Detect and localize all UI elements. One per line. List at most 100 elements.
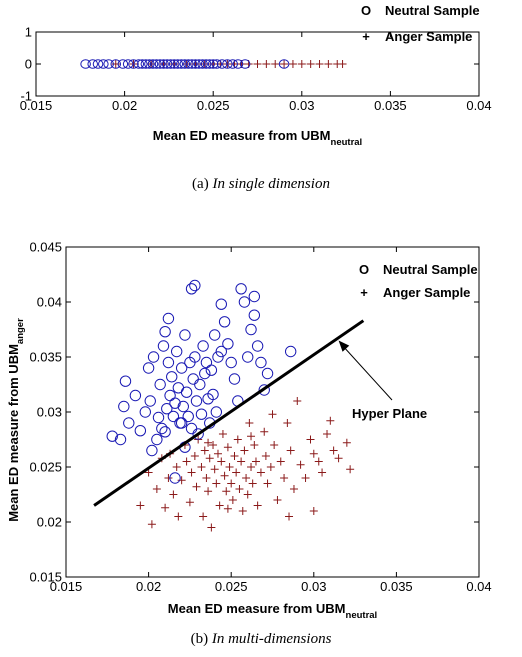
neutral-point bbox=[144, 395, 156, 407]
legend-marker-anger-b: + bbox=[360, 285, 368, 300]
neutral-point bbox=[128, 59, 139, 69]
anger-point bbox=[260, 427, 269, 436]
neutral-point bbox=[212, 351, 224, 363]
neutral-point bbox=[278, 59, 290, 69]
anger-point bbox=[161, 503, 170, 512]
y-tick-label-b: 0.04 bbox=[37, 295, 62, 310]
neutral-point bbox=[204, 59, 215, 69]
neutral-point bbox=[200, 356, 213, 369]
neutral-point bbox=[129, 389, 142, 402]
anger-point bbox=[212, 479, 221, 488]
anger-point bbox=[301, 474, 310, 482]
anger-point bbox=[253, 501, 262, 510]
neutral-point bbox=[211, 59, 223, 69]
neutral-point bbox=[183, 59, 194, 69]
y-tick-label-b: 0.015 bbox=[29, 570, 62, 585]
neutral-point bbox=[152, 411, 165, 424]
anger-point bbox=[283, 419, 292, 427]
anger-point bbox=[199, 512, 208, 521]
neutral-point bbox=[159, 326, 171, 338]
neutral-point bbox=[248, 290, 261, 303]
y-axis-label-b: Mean ED measure from UBManger bbox=[6, 318, 26, 522]
anger-point bbox=[177, 476, 186, 485]
hyperplane-annotation: Hyper Plane bbox=[352, 406, 427, 421]
anger-point bbox=[164, 474, 173, 482]
anger-point bbox=[197, 463, 206, 471]
neutral-point bbox=[186, 59, 198, 69]
neutral-point bbox=[133, 59, 145, 69]
anger-point bbox=[326, 416, 335, 425]
neutral-point bbox=[164, 389, 176, 402]
anger-point bbox=[268, 410, 277, 419]
y-tick-label-b: 0.035 bbox=[29, 350, 62, 365]
neutral-point bbox=[258, 384, 270, 396]
anger-point bbox=[306, 435, 315, 444]
neutral-point bbox=[284, 345, 297, 358]
neutral-point bbox=[147, 351, 160, 363]
anger-point bbox=[225, 463, 234, 471]
neutral-point bbox=[117, 59, 129, 69]
anger-point bbox=[262, 60, 271, 68]
legend-label-anger-b: Anger Sample bbox=[383, 285, 470, 300]
neutral-point bbox=[200, 59, 212, 69]
anger-point bbox=[215, 501, 224, 510]
anger-point bbox=[237, 457, 246, 466]
anger-point bbox=[235, 485, 244, 493]
anger-point bbox=[223, 443, 232, 452]
anger-point bbox=[270, 441, 279, 449]
anger-point bbox=[182, 457, 191, 466]
neutral-point bbox=[218, 316, 231, 328]
neutral-point bbox=[134, 425, 147, 437]
anger-point bbox=[293, 397, 302, 405]
neutral-point bbox=[227, 59, 238, 69]
anger-point bbox=[207, 523, 216, 532]
neutral-point bbox=[123, 417, 135, 429]
neutral-point bbox=[251, 340, 264, 352]
x-tick-label-b: 0.04 bbox=[466, 579, 491, 594]
anger-point bbox=[169, 490, 178, 499]
legend-label-neutral-a: Neutral Sample bbox=[385, 3, 480, 18]
anger-point bbox=[192, 482, 201, 491]
anger-point bbox=[250, 441, 259, 449]
anger-point bbox=[338, 60, 347, 68]
neutral-point bbox=[151, 59, 162, 69]
neutral-point bbox=[159, 426, 171, 438]
anger-point bbox=[342, 438, 351, 447]
x-tick-label-b: 0.025 bbox=[215, 579, 248, 594]
anger-point bbox=[261, 452, 270, 460]
neutral-point bbox=[119, 375, 132, 387]
anger-point bbox=[285, 512, 294, 521]
anger-point bbox=[318, 468, 327, 477]
legend-b: O Neutral Sample + Anger Sample bbox=[359, 262, 478, 300]
anger-point bbox=[251, 457, 260, 466]
neutral-point bbox=[168, 59, 180, 69]
anger-point bbox=[324, 60, 333, 68]
anger-point bbox=[204, 438, 213, 447]
neutral-point bbox=[194, 378, 206, 391]
anger-point bbox=[217, 457, 226, 466]
x-axis-label-b: Mean ED measure from UBMneutral bbox=[168, 601, 377, 621]
neutral-point bbox=[167, 410, 180, 423]
anger-point bbox=[253, 60, 262, 68]
legend-marker-anger-a: + bbox=[362, 29, 370, 44]
anger-point bbox=[263, 479, 272, 488]
anger-point bbox=[288, 60, 297, 68]
anger-point bbox=[280, 60, 289, 68]
neutral-point bbox=[208, 329, 221, 341]
neutral-point bbox=[189, 351, 201, 363]
y-tick-label-b: 0.02 bbox=[37, 515, 62, 530]
anger-point bbox=[238, 507, 247, 515]
x-tick-label-b: 0.015 bbox=[50, 579, 83, 594]
neutral-point bbox=[215, 345, 227, 358]
anger-point bbox=[242, 474, 251, 482]
neutral-point bbox=[151, 433, 163, 446]
neutral-point bbox=[197, 340, 209, 352]
anger-point bbox=[297, 60, 306, 68]
y-tick-label-a: 0 bbox=[25, 57, 32, 72]
neutral-point bbox=[162, 312, 175, 325]
anger-point bbox=[266, 463, 275, 471]
neutral-point bbox=[161, 403, 173, 415]
neutral-point bbox=[185, 283, 198, 295]
anger-point bbox=[329, 446, 338, 455]
